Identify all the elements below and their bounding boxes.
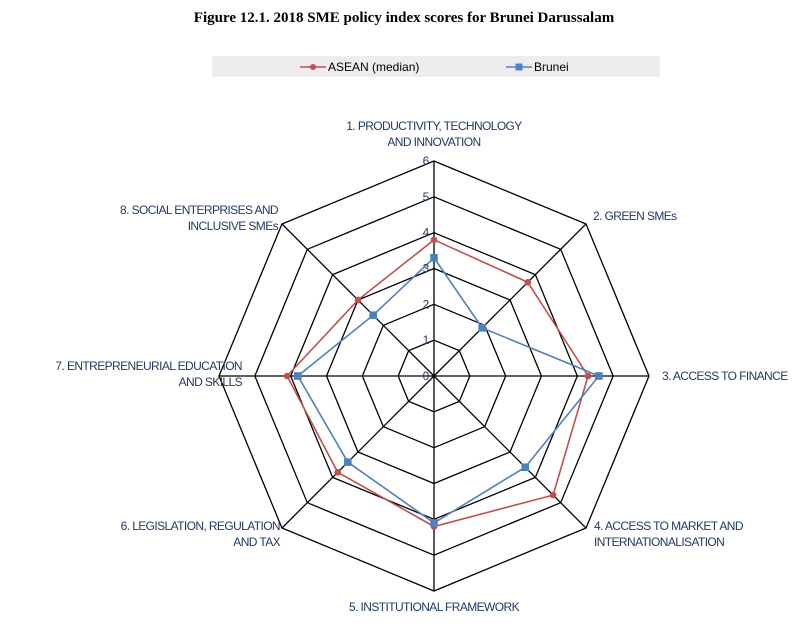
axis-label-3-line-1: 3. ACCESS TO FINANCE (662, 369, 788, 383)
data-point-series1-axis1 (430, 236, 438, 244)
data-point-series1-axis3 (584, 372, 592, 380)
axis-label-7-line-1: 7. ENTREPRENEURIAL EDUCATION (55, 359, 242, 373)
axis-label-6: 6. LEGISLATION, REGULATION AND TAX (121, 519, 281, 549)
axis-label-8-line-1: 8. SOCIAL ENTERPRISES AND (120, 203, 279, 217)
axis-label-8-line-2: INCLUSIVE SMEs (188, 219, 279, 233)
data-point-series2-axis8 (369, 311, 377, 319)
axis-label-6-line-2: AND TAX (233, 535, 280, 549)
axis-spoke-4 (433, 375, 587, 529)
legend: ASEAN (median) Brunei (212, 56, 660, 77)
legend-label-brunei: Brunei (534, 59, 569, 74)
tick-label-6: 6 (423, 154, 430, 168)
series-line-1 (286, 238, 589, 528)
data-point-series1-axis8 (354, 296, 362, 304)
axis-label-2: 2. GREEN SMEs (593, 209, 677, 223)
axis-label-1-line-1: 1. PRODUCTIVITY, TECHNOLOGY (346, 119, 522, 133)
axis-label-5: 5. INSTITUTIONAL FRAMEWORK (349, 600, 520, 614)
legend-marker-brunei-icon (506, 63, 532, 70)
tick-label-0: 0 (423, 369, 430, 383)
data-point-series2-axis5 (430, 519, 438, 527)
axis-label-7: 7. ENTREPRENEURIAL EDUCATION AND SKILLS (55, 359, 242, 389)
data-point-series1-axis4 (549, 491, 557, 499)
axis-label-5-line-1: 5. INSTITUTIONAL FRAMEWORK (349, 600, 520, 614)
data-point-series2-axis6 (344, 458, 352, 466)
data-point-series2-axis7 (294, 372, 302, 380)
axis-label-8: 8. SOCIAL ENTERPRISES AND INCLUSIVE SMEs (120, 203, 279, 233)
tick-label-4: 4 (423, 226, 430, 240)
legend-label-asean: ASEAN (median) (328, 59, 420, 74)
axis-label-4: 4. ACCESS TO MARKET AND INTERNATIONALISAT… (594, 519, 744, 549)
axis-label-6-line-1: 6. LEGISLATION, REGULATION (121, 519, 280, 533)
tick-label-2: 2 (423, 297, 430, 311)
data-point-series2-axis2 (478, 324, 486, 332)
axis-spoke-6 (281, 375, 435, 529)
data-point-series2-axis4 (521, 463, 530, 472)
data-point-series2-axis3 (595, 372, 603, 380)
chart-title: Figure 12.1. 2018 SME policy index score… (193, 10, 615, 26)
axis-label-3: 3. ACCESS TO FINANCE (662, 369, 788, 383)
legend-marker-asean-icon (300, 63, 326, 70)
data-point-series1-axis6 (334, 468, 342, 476)
axis-label-1-line-2: AND INNOVATION (387, 135, 480, 149)
data-point-series2-axis1 (430, 253, 438, 262)
data-point-series1-axis2 (524, 278, 532, 286)
legend-item-brunei: Brunei (506, 56, 569, 77)
tick-label-5: 5 (423, 190, 430, 204)
tick-label-1: 1 (423, 333, 430, 347)
legend-item-asean: ASEAN (median) (300, 56, 419, 77)
data-point-series1-axis7 (283, 372, 291, 380)
tick-label-3: 3 (423, 262, 430, 276)
axis-label-1: 1. PRODUCTIVITY, TECHNOLOGY AND INNOVATIO… (346, 119, 522, 149)
axis-label-4-line-2: INTERNATIONALISATION (594, 535, 724, 549)
axis-label-4-line-1: 4. ACCESS TO MARKET AND (594, 519, 744, 533)
axis-spoke-2 (433, 223, 587, 377)
axis-label-2-line-1: 2. GREEN SMEs (593, 209, 677, 223)
axis-label-7-line-2: AND SKILLS (179, 375, 243, 389)
